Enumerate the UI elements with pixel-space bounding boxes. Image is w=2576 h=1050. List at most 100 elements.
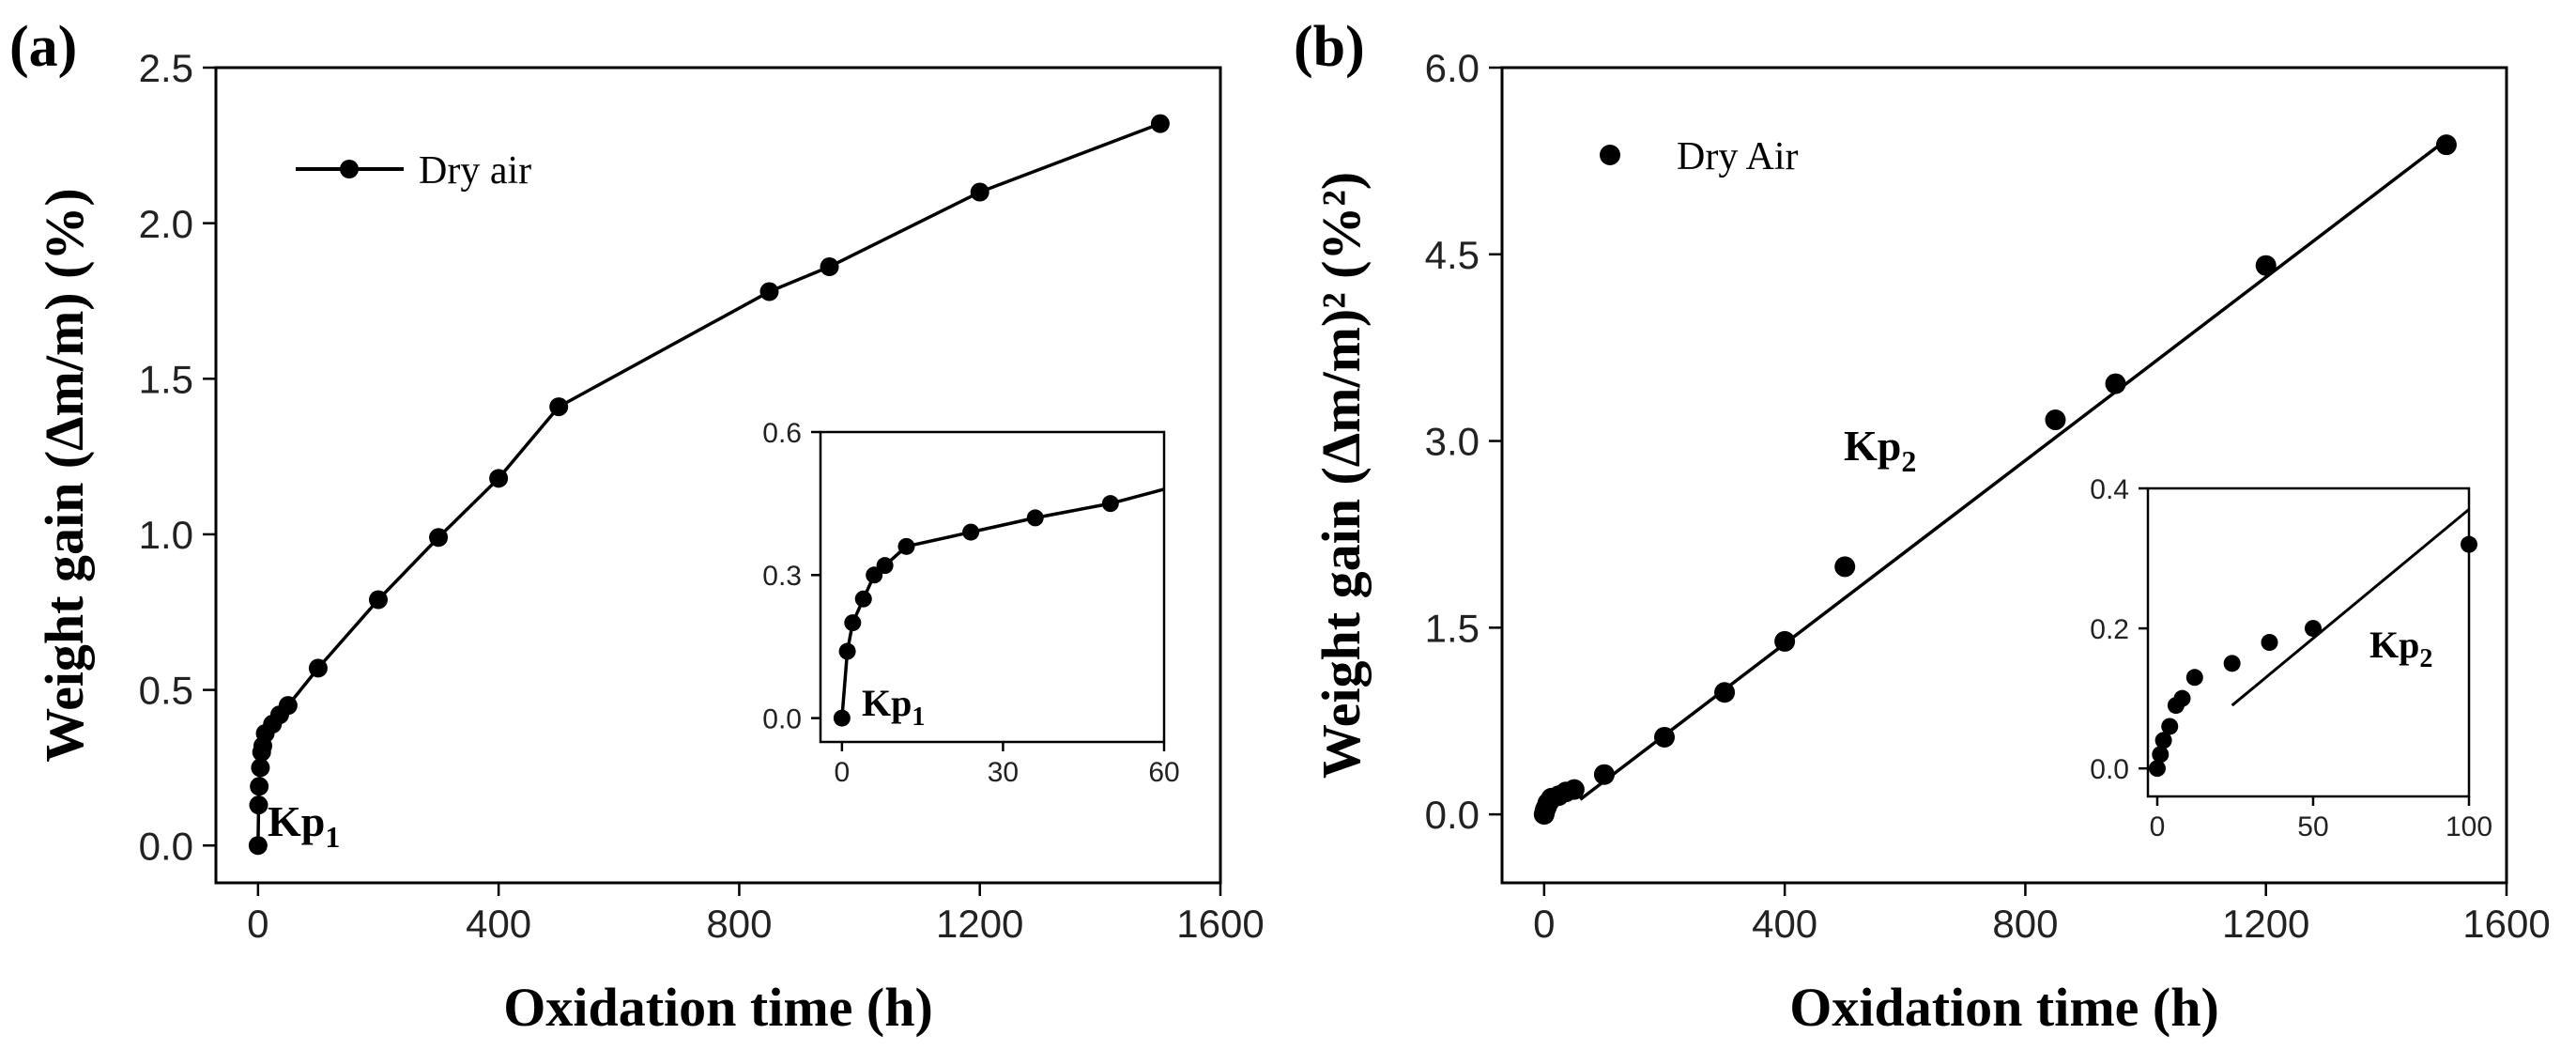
panel-a-inset-kp1-subscript: 1 — [912, 703, 925, 732]
panel-b-x-tick-label: 1600 — [2462, 902, 2550, 946]
panel-a-inset: 0 30 60 0.0 0.3 0.6 Kp1 — [762, 418, 1179, 788]
panel-a-inset-x-ticks: 0 30 60 — [835, 742, 1180, 788]
panel-a-inset-series-point — [838, 642, 856, 660]
panel-a-inset-series-point — [962, 523, 980, 541]
panel-b-series-point — [2255, 255, 2277, 276]
panel-a-y-ticks: 0.0 0.5 1.0 1.5 2.0 2.5 — [139, 46, 216, 868]
panel-b-inset-y-tick-label: 0.0 — [2090, 754, 2129, 785]
panel-b-inset-series-point — [2152, 746, 2170, 764]
panel-a-y-tick-label: 1.0 — [139, 513, 193, 557]
panel-b-y-tick-label: 3.0 — [1425, 420, 1480, 464]
panel-a-legend: Dry air — [296, 149, 531, 193]
panel-b-label: (b) — [1294, 15, 1365, 79]
panel-a-series-point — [759, 282, 779, 301]
panel-a-y-tick-label: 2.5 — [139, 46, 193, 90]
panel-b-inset-x-ticks: 0 50 100 — [2150, 796, 2492, 842]
panel-b-x-tick-label: 400 — [1752, 902, 1817, 946]
panel-a-series-point — [308, 658, 328, 678]
panel-a-series-point — [549, 397, 569, 417]
panel-b-inset-x-tick-label: 50 — [2297, 811, 2328, 842]
panel-a-inset-x-tick-label: 0 — [835, 757, 851, 788]
panel-a-x-tick-label: 800 — [706, 902, 772, 946]
panel-b-kp2-subscript: 2 — [1901, 444, 1916, 478]
panel-b-series-point — [1774, 630, 1796, 652]
panel-a-series-point — [278, 696, 298, 716]
panel-a-inset-series-point — [854, 590, 872, 608]
panel-b-x-tick-label: 0 — [1533, 902, 1555, 946]
panel-a-legend-marker — [340, 160, 359, 178]
panel-a-x-axis-title: Oxidation time (h) — [503, 977, 933, 1038]
panel-a-inset-frame — [819, 430, 1166, 744]
panel-b-y-tick-label: 4.5 — [1425, 233, 1480, 277]
panel-a-inset-y-tick-label: 0.0 — [762, 703, 802, 734]
panel-a-x-tick-label: 400 — [466, 902, 531, 946]
panel-b-inset-series-point — [2148, 760, 2166, 778]
panel-a-series-point — [489, 469, 509, 488]
panel-b-series-point — [2435, 134, 2457, 156]
panel-a-series-point — [820, 257, 839, 277]
panel-a-inset-x-tick-label: 30 — [988, 757, 1019, 788]
panel-a-kp1-subscript: 1 — [325, 820, 340, 854]
panel-b-inset-series — [2148, 535, 2477, 778]
panel-b-inset-x-tick-label: 0 — [2150, 811, 2166, 842]
panel-b-inset-x-tick-label: 100 — [2446, 811, 2492, 842]
panel-b-y-tick-label: 1.5 — [1425, 606, 1480, 650]
panel-b-y-tick-label: 6.0 — [1425, 46, 1480, 90]
panel-a-inset-series-point — [1101, 495, 1119, 513]
panel-b-inset-series-point — [2173, 689, 2191, 707]
panel-b-inset-series-point — [2161, 718, 2179, 735]
panel-a-kp1-text: Kp — [268, 797, 325, 845]
panel-b-inset-series-point — [2223, 655, 2241, 672]
panel-b-series-point — [1834, 556, 1856, 578]
panel-b-inset-y-ticks: 0.0 0.2 0.4 — [2090, 474, 2148, 785]
panel-b-legend: Dry Air — [1600, 135, 1799, 178]
panel-a-inset-y-ticks: 0.0 0.3 0.6 — [762, 418, 820, 734]
panel-b-x-axis-title: Oxidation time (h) — [1789, 977, 2219, 1038]
panel-a-inset-y-tick-label: 0.3 — [762, 561, 802, 592]
panel-a-series-point — [1150, 114, 1170, 133]
panel-b-legend-marker — [1600, 145, 1620, 165]
panel-a-x-ticks: 0 400 800 1200 1600 — [247, 883, 1265, 946]
panel-b-x-tick-label: 800 — [1992, 902, 2058, 946]
panel-b-series-point — [2105, 373, 2126, 394]
panel-a-x-tick-label: 0 — [247, 902, 268, 946]
panel-b-inset-kp2-text: Kp — [2369, 624, 2419, 666]
panel-a-series — [248, 114, 1170, 856]
panel-a-series-point — [429, 528, 449, 548]
panel-a-y-tick-label: 0.0 — [139, 824, 193, 868]
panel-b-inset-kp2-annotation: Kp2 — [2369, 624, 2432, 673]
panel-b-series — [1533, 134, 2457, 826]
panel-a-y-axis-title: Weight gain (Δm/m) (%) — [34, 188, 95, 762]
panel-a-series-point — [248, 836, 268, 856]
panel-b-inset-y-tick-label: 0.4 — [2090, 474, 2129, 505]
panel-a-series-point — [368, 590, 388, 610]
panel-a-inset-kp1-annotation: Kp1 — [862, 682, 925, 732]
panel-b-inset-series-point — [2261, 634, 2278, 651]
panel-a-inset-kp1-text: Kp — [862, 682, 912, 724]
panel-b-y-ticks: 0.0 1.5 3.0 4.5 6.0 — [1425, 46, 1502, 837]
panel-b-inset-y-tick-label: 0.2 — [2090, 614, 2129, 645]
panel-b-plot-frame — [1500, 66, 2508, 885]
panel-b-y-axis-title: Weight gain (Δm/m)² (%²) — [1311, 172, 1372, 779]
panel-a-y-tick-label: 2.0 — [139, 202, 193, 246]
panel-b-kp2-text: Kp — [1844, 422, 1901, 470]
panel-b-inset-kp2-subscript: 2 — [2419, 644, 2432, 673]
panel-b-series-point — [1714, 682, 1736, 703]
panel-a-plot-frame — [214, 66, 1222, 885]
panel-b-chart: (b) 0 400 800 1200 1600 0.0 1.5 3.0 4.5 6.0 Oxid… — [1294, 15, 2551, 1038]
panel-a-inset-series-point — [1026, 509, 1044, 527]
panel-a-label: (a) — [9, 15, 77, 79]
panel-b-inset-series-point — [2185, 669, 2203, 687]
panel-b-kp2-annotation: Kp2 — [1844, 422, 1916, 478]
panel-a-inset-x-tick-label: 60 — [1148, 757, 1179, 788]
panel-a-series-point — [970, 182, 989, 202]
panel-a-inset-series-point — [844, 614, 862, 632]
panel-a-chart: (a) 0 400 800 1200 1600 0.00.51.01.52.02.5 O… — [9, 15, 1265, 1038]
panel-b-series-point — [2045, 409, 2066, 431]
panel-b-y-tick-label: 0.0 — [1425, 793, 1480, 837]
panel-a-inset-series-point — [833, 709, 851, 727]
panel-b-inset-series-point — [2154, 732, 2172, 749]
panel-b-series-point — [1653, 726, 1675, 748]
panel-a-series-point — [251, 758, 270, 778]
